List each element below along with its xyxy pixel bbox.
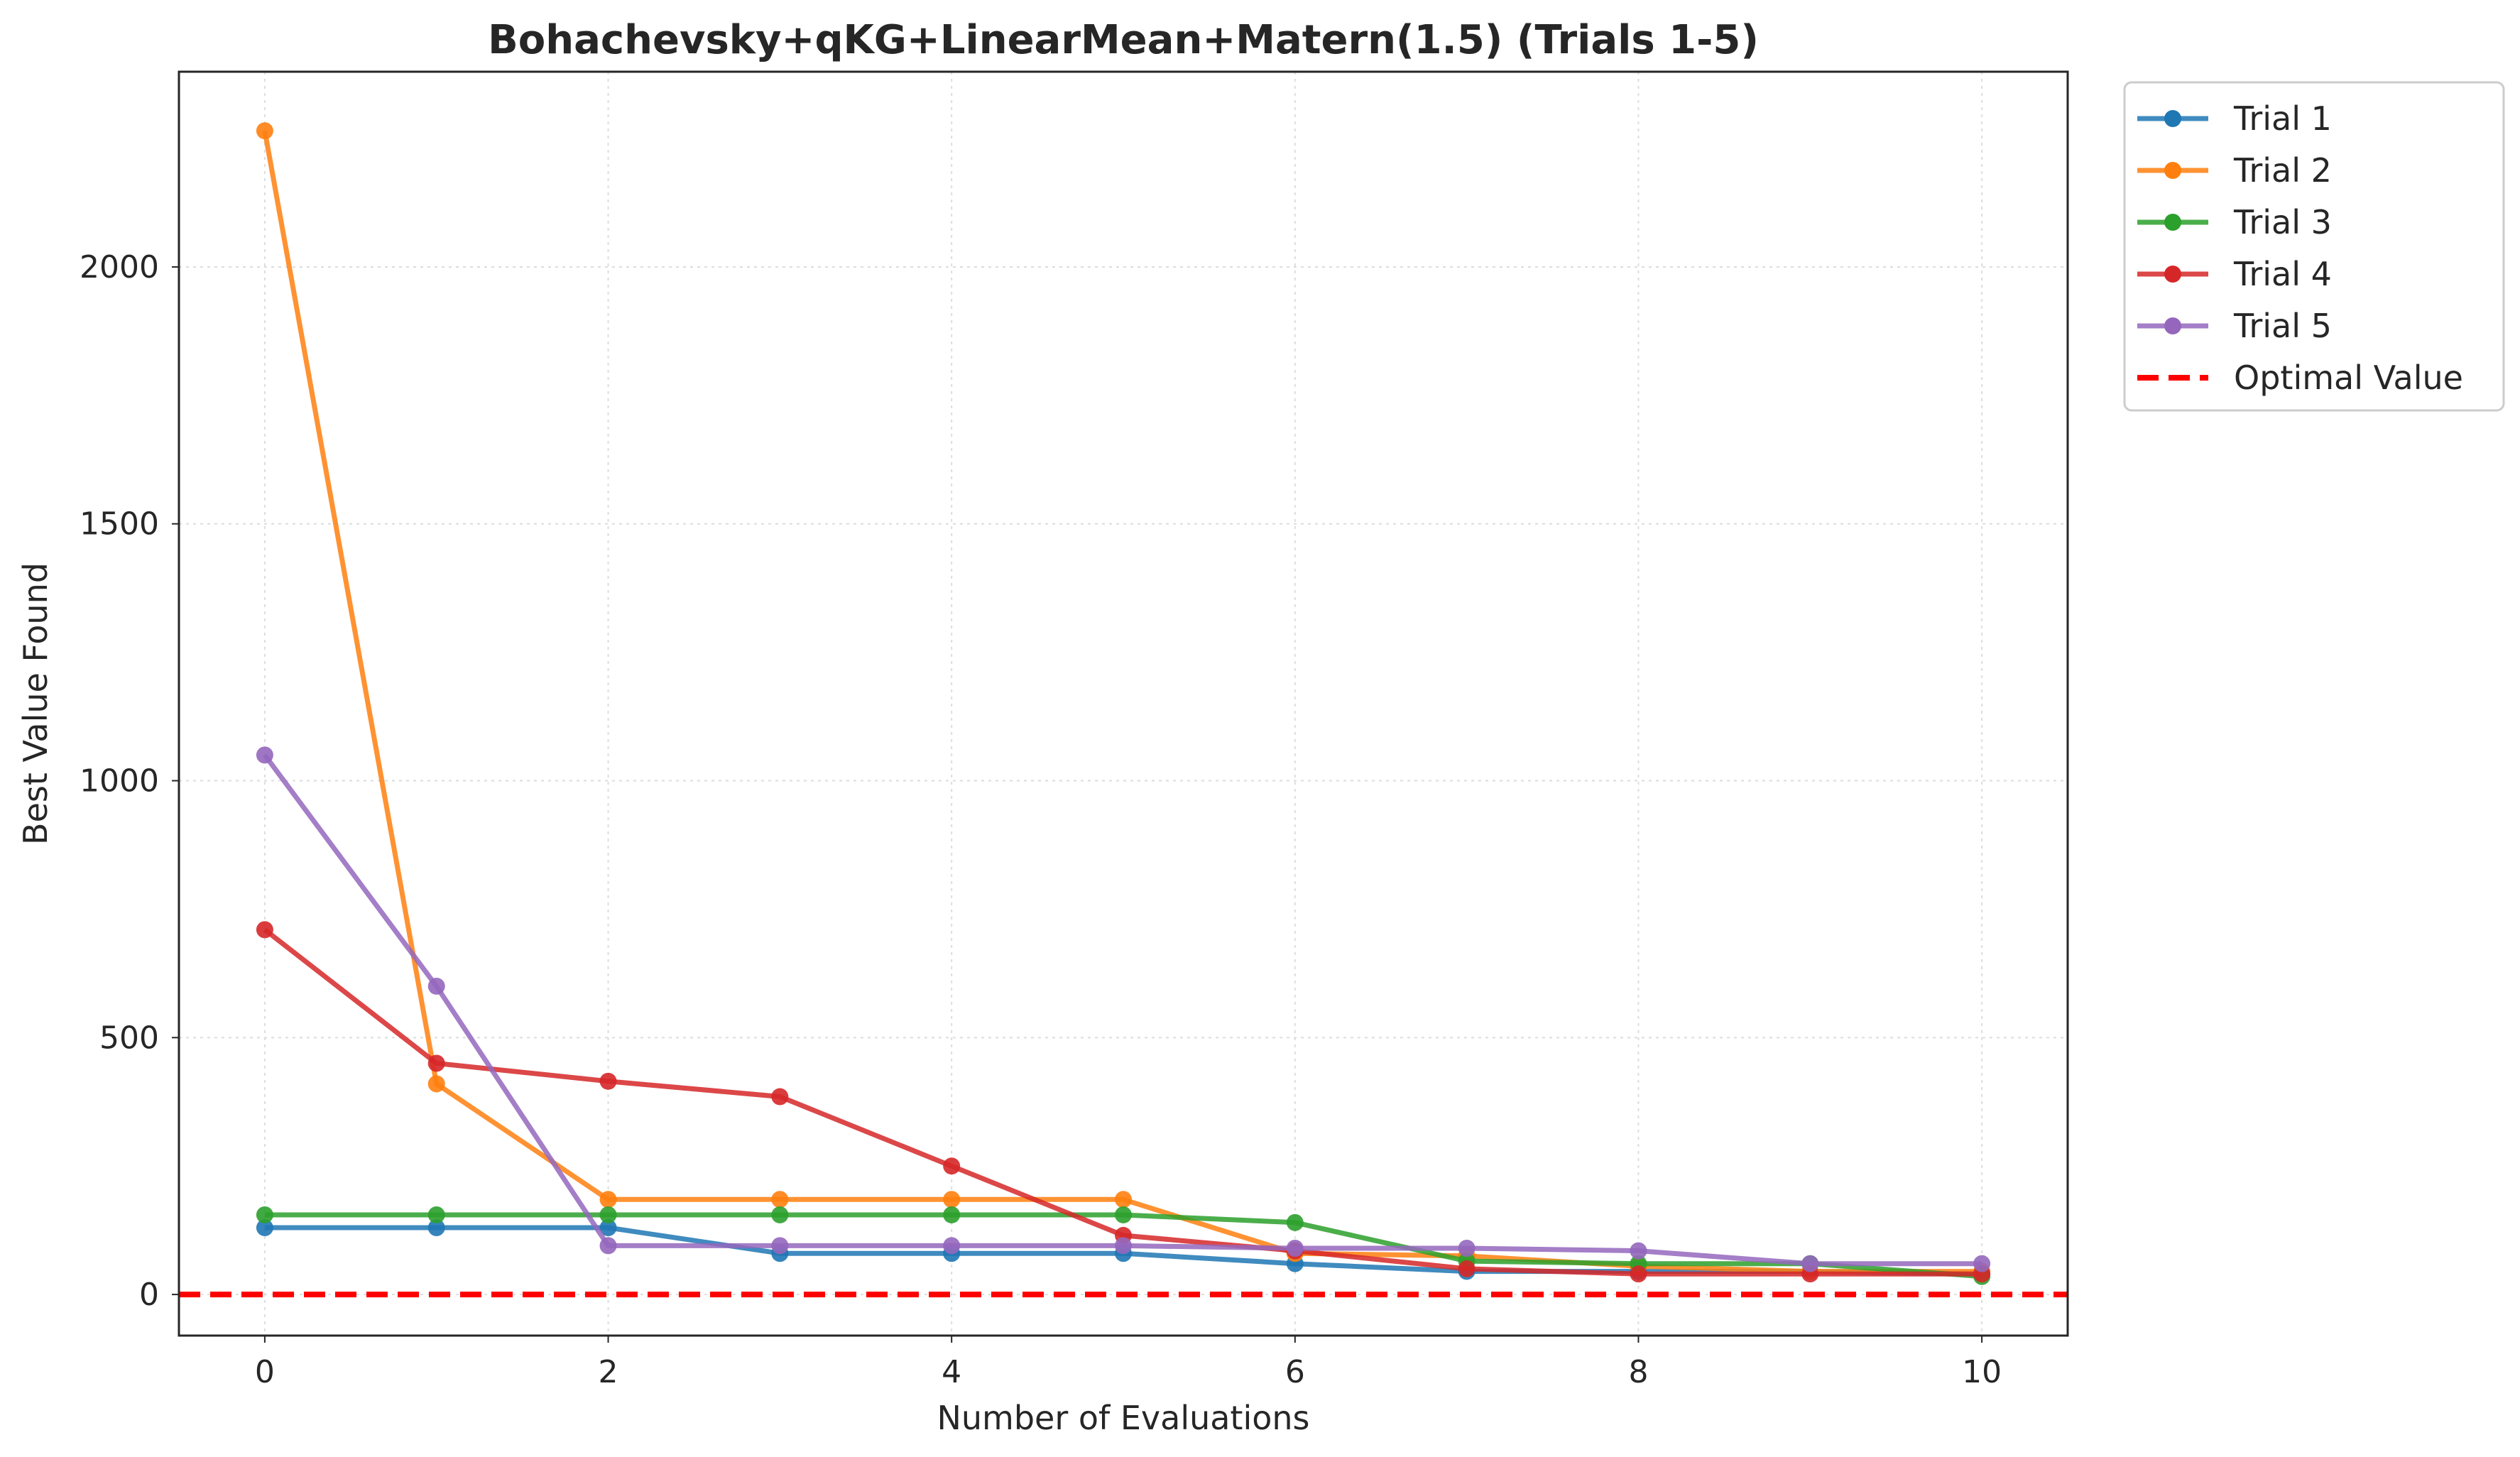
series-lines	[256, 122, 1991, 1285]
y-tick-label: 1500	[80, 506, 159, 542]
data-point	[256, 122, 273, 140]
data-point	[1801, 1255, 1819, 1272]
legend-label: Trial 5	[2233, 307, 2332, 345]
data-point	[771, 1237, 789, 1255]
data-point	[599, 1206, 617, 1223]
x-tick-label: 4	[942, 1354, 961, 1390]
y-tick-label: 500	[99, 1020, 159, 1056]
chart-title: Bohachevsky+qKG+LinearMean+Matern(1.5) (…	[488, 17, 1759, 63]
data-point	[1115, 1206, 1132, 1223]
data-point	[599, 1072, 617, 1090]
y-tick-label: 2000	[80, 249, 159, 285]
data-point	[943, 1237, 961, 1255]
y-tick-label: 0	[139, 1277, 159, 1313]
legend-marker	[2164, 162, 2181, 179]
legend-item: Optimal Value	[2137, 359, 2463, 397]
x-tick-label: 2	[599, 1354, 618, 1390]
x-tick-label: 8	[1628, 1354, 1648, 1390]
data-point	[256, 746, 273, 764]
legend: Trial 1 Trial 2 Trial 3 Trial 4 Trial 5 Optim…	[2123, 81, 2505, 412]
legend-item: Trial 5	[2137, 307, 2332, 345]
legend-item: Trial 3	[2137, 203, 2332, 241]
legend-label: Trial 2	[2233, 151, 2332, 190]
data-point	[427, 1054, 445, 1072]
x-axis-label: Number of Evaluations	[937, 1399, 1309, 1437]
grid-lines	[179, 72, 2068, 1336]
legend-marker	[2164, 214, 2181, 231]
data-point	[599, 1237, 617, 1255]
legend-item: Trial 1	[2137, 99, 2332, 138]
legend-marker	[2164, 266, 2181, 283]
data-point	[1973, 1255, 1991, 1272]
legend-label: Optimal Value	[2234, 359, 2463, 397]
data-point	[427, 1206, 445, 1223]
data-point	[1630, 1265, 1647, 1283]
data-point	[771, 1206, 789, 1223]
legend-box	[2123, 81, 2505, 412]
plot-frame	[178, 70, 2069, 1337]
data-point	[427, 1075, 445, 1093]
data-point	[1458, 1260, 1476, 1277]
data-point	[427, 977, 445, 995]
data-point	[599, 1191, 617, 1208]
x-tick-label: 6	[1285, 1354, 1305, 1390]
legend-marker	[2164, 110, 2181, 127]
data-point	[1286, 1213, 1304, 1231]
data-point	[1115, 1237, 1132, 1255]
x-tick-label: 0	[255, 1354, 275, 1390]
data-point	[256, 1219, 273, 1237]
data-point	[256, 921, 273, 939]
data-point	[427, 1219, 445, 1237]
legend-marker	[2164, 317, 2181, 334]
data-point	[771, 1191, 789, 1208]
y-axis-label: Best Value Found	[16, 562, 55, 845]
legend-item: Trial 4	[2137, 255, 2332, 293]
data-point	[1115, 1191, 1132, 1208]
data-point	[943, 1206, 961, 1223]
data-point	[1286, 1239, 1304, 1257]
data-point	[1458, 1239, 1476, 1257]
data-point	[943, 1157, 961, 1175]
data-point	[256, 1206, 273, 1223]
legend-label: Trial 3	[2233, 203, 2332, 241]
data-point	[599, 1219, 617, 1237]
y-axis-ticks: 0 500 1000 1500 2000	[80, 249, 179, 1313]
legend-item: Trial 2	[2137, 151, 2332, 190]
x-tick-label: 10	[1962, 1354, 2002, 1390]
legend-label: Trial 1	[2233, 99, 2332, 138]
data-point	[943, 1191, 961, 1208]
data-point	[1630, 1242, 1647, 1260]
x-axis-ticks: 0 2 4 6 8 10	[255, 1336, 2002, 1390]
y-tick-label: 1000	[80, 763, 159, 800]
series-trial-5	[256, 746, 1991, 1272]
legend-label: Trial 4	[2233, 255, 2332, 293]
data-point	[771, 1088, 789, 1106]
